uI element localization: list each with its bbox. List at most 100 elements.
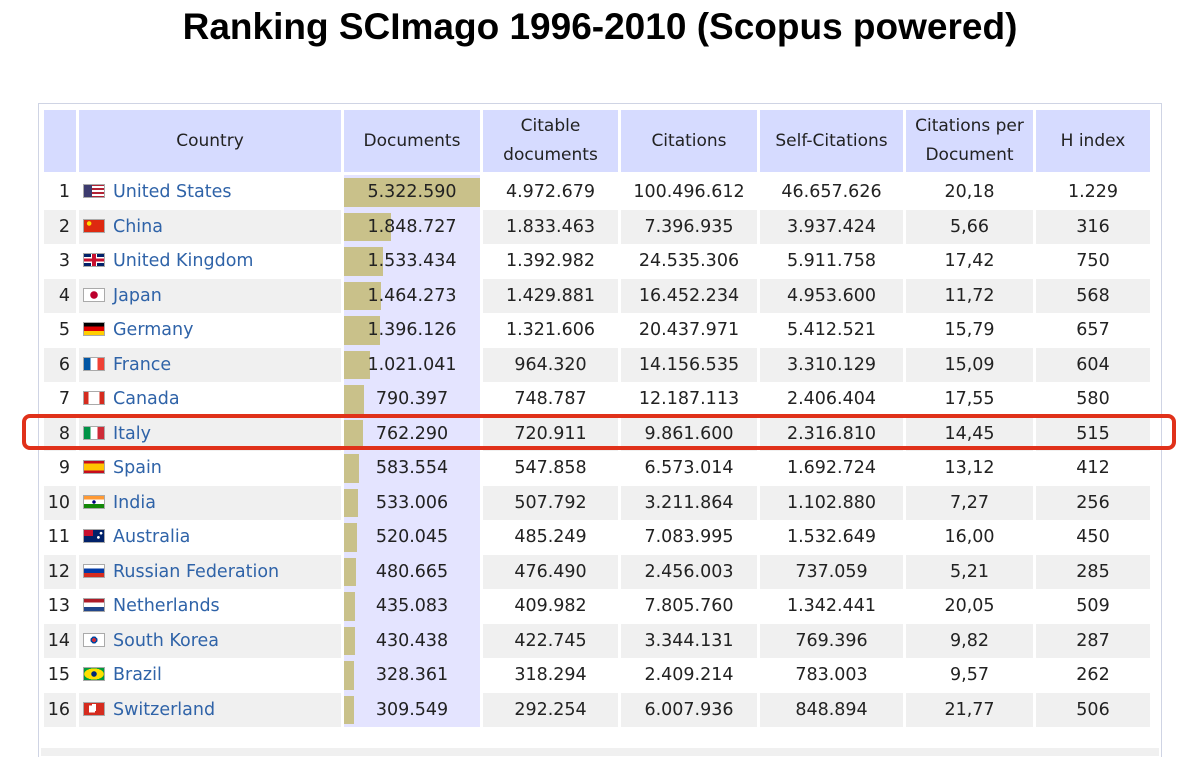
country-link[interactable]: Switzerland	[113, 699, 216, 720]
citations-cell: 16.452.234	[621, 278, 757, 313]
documents-cell: 480.665	[344, 554, 480, 589]
citable-documents-cell: 422.745	[483, 623, 618, 658]
ranking-table: Country Documents Citable documents Citat…	[41, 110, 1153, 727]
rank-cell: 9	[58, 458, 70, 479]
documents-cell: 583.554	[344, 451, 480, 486]
country-link[interactable]: China	[113, 216, 163, 237]
self-citations-cell: 46.657.626	[781, 182, 882, 203]
header-country[interactable]: Country	[79, 110, 341, 175]
de-flag-icon	[83, 322, 105, 337]
self-citations-cell: 3.937.424	[760, 209, 903, 244]
citable-documents-cell: 292.254	[483, 692, 618, 727]
table-row: 11 Australia 520.045 485.249 7.083.995 1.532.…	[44, 520, 1150, 555]
documents-cell: 1.464.273	[344, 278, 480, 313]
country-link[interactable]: United Kingdom	[113, 251, 254, 272]
citations-per-document-cell: 9,82	[906, 623, 1033, 658]
citable-documents-cell: 1.392.982	[505, 251, 596, 272]
citations-cell: 14.156.535	[621, 347, 757, 382]
documents-cell: 1.848.727	[344, 209, 480, 244]
header-citations-per-document[interactable]: Citations per Document	[906, 110, 1033, 175]
h-index-cell: 262	[1076, 665, 1110, 686]
country-cell: Switzerland	[79, 692, 341, 727]
documents-bar	[344, 523, 358, 552]
country-cell: Brazil	[79, 658, 341, 693]
gb-flag-icon	[83, 253, 105, 268]
country-link[interactable]: India	[113, 492, 156, 513]
table-row: 8 Italy 762.290 720.911 9.861.600 2.316.810 14…	[44, 416, 1150, 451]
country-link[interactable]: South Korea	[113, 630, 220, 651]
table-body: 1 United States 5.322.590 4.972.679 100.496.…	[44, 175, 1150, 727]
header-citable-documents[interactable]: Citable documents	[483, 110, 618, 175]
documents-cell: 790.397	[344, 382, 480, 417]
citable-documents-cell: 4.972.679	[505, 182, 596, 203]
header-self-citations[interactable]: Self-Citations	[760, 110, 903, 175]
table-row: 15 Brazil 328.361 318.294 2.409.214 783.003 9,…	[44, 658, 1150, 693]
table-row: 1 United States 5.322.590 4.972.679 100.496.…	[44, 175, 1150, 210]
citations-cell: 3.211.864	[621, 485, 757, 520]
citations-per-document-cell: 17,42	[944, 251, 995, 272]
header-row: Country Documents Citable documents Citat…	[44, 110, 1150, 175]
h-index-cell: 657	[1076, 320, 1110, 341]
h-index-cell: 450	[1076, 527, 1110, 548]
citable-documents-cell: 720.911	[483, 416, 618, 451]
h-index-cell: 509	[1076, 596, 1110, 617]
self-citations-cell: 2.316.810	[760, 416, 903, 451]
h-index-cell: 506	[1036, 692, 1150, 727]
rank-cell: 10	[44, 485, 76, 520]
citations-per-document-cell: 7,27	[906, 485, 1033, 520]
table-row: 3 United Kingdom 1.533.434 1.392.982 24.535.…	[44, 244, 1150, 279]
rank-cell: 4	[44, 278, 76, 313]
country-cell: China	[79, 209, 341, 244]
country-cell: Germany	[79, 313, 341, 348]
documents-bar	[344, 247, 384, 276]
country-link[interactable]: Australia	[113, 527, 191, 548]
self-citations-cell: 1.532.649	[786, 527, 877, 548]
rank-cell: 14	[44, 623, 76, 658]
header-h-index[interactable]: H index	[1036, 110, 1150, 175]
country-link[interactable]: France	[113, 354, 172, 375]
documents-cell: 309.549	[344, 692, 480, 727]
country-link[interactable]: United States	[113, 182, 232, 203]
table-row: 7 Canada 790.397 748.787 12.187.113 2.406.404…	[44, 382, 1150, 417]
country-link[interactable]: Japan	[113, 285, 162, 306]
country-link[interactable]: Russian Federation	[113, 561, 280, 582]
rank-cell: 1	[58, 182, 70, 203]
documents-bar	[344, 350, 371, 379]
in-flag-icon	[83, 494, 105, 509]
rank-cell: 2	[44, 209, 76, 244]
h-index-cell: 287	[1036, 623, 1150, 658]
rank-cell: 11	[47, 527, 70, 548]
country-link[interactable]: Netherlands	[113, 596, 220, 617]
country-cell: United Kingdom	[79, 244, 341, 279]
it-flag-icon	[83, 425, 105, 440]
country-link[interactable]: Germany	[113, 320, 194, 341]
country-cell: Australia	[79, 520, 341, 555]
documents-bar	[344, 212, 392, 241]
country-link[interactable]: Spain	[113, 458, 162, 479]
country-cell: India	[79, 485, 341, 520]
documents-bar	[344, 178, 480, 207]
header-citable-line1: Citable	[520, 116, 581, 136]
documents-value: 1.021.041	[367, 354, 457, 375]
es-flag-icon	[83, 460, 105, 475]
self-citations-cell: 1.102.880	[760, 485, 903, 520]
self-citations-cell: 5.911.758	[786, 251, 877, 272]
citations-cell: 24.535.306	[638, 251, 740, 272]
h-index-cell: 580	[1076, 389, 1110, 410]
country-link[interactable]: Italy	[113, 423, 151, 444]
header-documents[interactable]: Documents	[344, 110, 480, 175]
documents-cell: 762.290	[344, 416, 480, 451]
citations-cell: 2.456.003	[621, 554, 757, 589]
rank-cell: 6	[44, 347, 76, 382]
citations-per-document-cell: 20,05	[944, 596, 995, 617]
fr-flag-icon	[83, 356, 105, 371]
h-index-cell: 604	[1036, 347, 1150, 382]
table-row: 12 Russian Federation 480.665 476.490 2.456.…	[44, 554, 1150, 589]
country-link[interactable]: Canada	[113, 389, 180, 410]
table-row: 14 South Korea 430.438 422.745 3.344.131 769.…	[44, 623, 1150, 658]
ru-flag-icon	[83, 563, 105, 578]
citable-documents-cell: 409.982	[514, 596, 587, 617]
header-citations[interactable]: Citations	[621, 110, 757, 175]
country-link[interactable]: Brazil	[113, 665, 162, 686]
citations-cell: 6.007.936	[621, 692, 757, 727]
